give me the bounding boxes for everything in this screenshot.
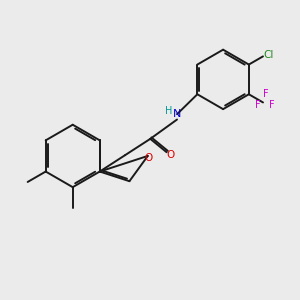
Text: O: O	[144, 153, 152, 163]
Text: H: H	[165, 106, 172, 116]
Text: F: F	[263, 89, 269, 99]
Text: Cl: Cl	[264, 50, 274, 60]
Text: N: N	[173, 109, 181, 119]
Text: F: F	[269, 100, 275, 110]
Text: F: F	[255, 100, 260, 110]
Text: O: O	[166, 150, 174, 160]
